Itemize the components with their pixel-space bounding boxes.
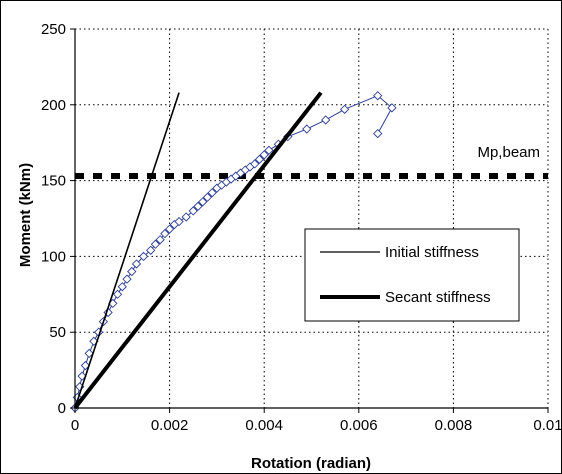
experimental-data-point [112,289,123,299]
y-tick-label: 50 [49,324,66,341]
experimental-data-point [84,348,94,359]
experimental-data-point [193,201,203,212]
x-tick-label: 0.004 [245,417,283,434]
y-tick-label: 150 [41,173,66,190]
y-tick-label: 250 [41,21,66,38]
legend-label-secant-stiffness: Secant stiffness [385,289,491,306]
x-tick-label: 0.002 [151,417,189,434]
experimental-data-point [373,128,383,139]
experimental-data-point [302,124,312,134]
experimental-data-point [339,104,350,114]
initial-stiffness-line [74,92,180,409]
x-tick-label: 0.01 [533,417,562,434]
experimental-data-point [198,197,208,207]
experimental-data-point [146,245,156,255]
y-tick-label: 100 [41,248,66,265]
experimental-data-point [373,91,383,101]
experimental-data-point [387,103,397,113]
experimental-data-point [80,360,91,371]
experimental-data-point [202,192,213,202]
legend-label-initial-stiffness: Initial stiffness [385,244,479,261]
experimental-data-point [259,150,269,160]
experimental-data-point [164,224,175,234]
experimental-data-point [264,145,274,155]
grid-layer [75,28,549,408]
experimental-data-point [321,115,331,125]
y-axis-title: Moment (kNm) [17,163,34,267]
experimental-data-point [188,206,198,216]
secant-stiffness-line [73,91,323,410]
x-axis-title: Rotation (radian) [251,455,371,472]
experimental-data-point [250,159,260,169]
experimental-data-point [254,154,265,165]
experimental-data-point [117,282,127,292]
legend-box [304,228,520,322]
experimental-data-point [181,212,191,222]
experimental-data-point [174,216,184,227]
x-tick-label: 0.008 [435,417,473,434]
experimental-data-point [150,239,161,249]
experimental-data-point [127,266,137,277]
experimental-data-point [155,235,165,245]
experimental-data-point [160,229,170,239]
legend: Initial stiffness Secant stiffness [304,228,520,322]
y-tick-label: 200 [41,97,66,114]
experimental-data-point [131,259,142,269]
x-tick-label: 0 [71,417,79,434]
reference-line-label: Mp,beam [477,144,540,161]
axes-layer [70,28,549,413]
series-layer [70,91,397,413]
tick-labels-layer: 0 50 100 150 200 250 0 0.002 0.004 0.006 0.008 0.01 [41,21,562,434]
experimental-data-point [207,188,217,198]
plot-area [75,29,548,408]
experimental-data-point [138,251,149,262]
experimental-data-point [122,274,132,284]
x-tick-label: 0.006 [340,417,378,434]
y-tick-label: 0 [58,400,66,417]
